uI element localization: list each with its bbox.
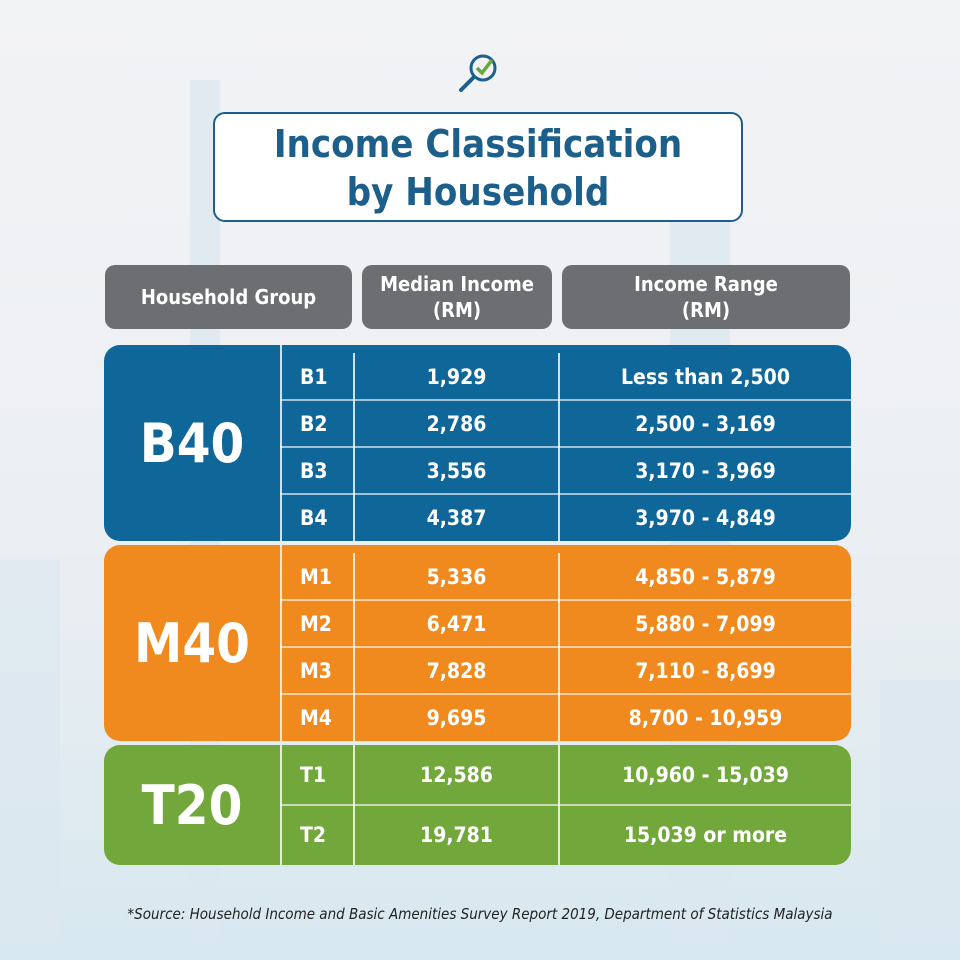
table-row: B2 2,786 2,500 - 3,169 bbox=[280, 400, 851, 447]
row-code: M3 bbox=[280, 647, 355, 694]
row-code: B4 bbox=[280, 494, 355, 541]
row-divider bbox=[280, 599, 851, 601]
row-divider bbox=[280, 646, 851, 648]
header-income-range: Income Range (RM) bbox=[562, 265, 850, 329]
group-m40: M40 M1 5,336 4,850 - 5,879 M2 6,471 5,880 - 7,… bbox=[104, 545, 851, 741]
source-note: *Source: Household Income and Basic Amen… bbox=[127, 905, 833, 923]
table-row: M3 7,828 7,110 - 8,699 bbox=[280, 647, 851, 694]
row-divider bbox=[280, 693, 851, 695]
row-median: 2,786 bbox=[355, 400, 560, 447]
row-code: T1 bbox=[280, 745, 355, 805]
row-range: 10,960 - 15,039 bbox=[622, 763, 789, 787]
row-code: M4 bbox=[280, 694, 355, 741]
row-median: 12,586 bbox=[355, 745, 560, 805]
table-row: M2 6,471 5,880 - 7,099 bbox=[280, 600, 851, 647]
skyline-building bbox=[880, 680, 960, 940]
row-range: Less than 2,500 bbox=[621, 364, 790, 389]
row-median: 5,336 bbox=[355, 553, 560, 600]
row-median: 19,781 bbox=[355, 805, 560, 865]
row-range: 8,700 - 10,959 bbox=[628, 705, 783, 730]
row-divider bbox=[280, 804, 851, 806]
row-range: 4,850 - 5,879 bbox=[635, 564, 776, 589]
row-code: T2 bbox=[280, 805, 355, 865]
row-median: 4,387 bbox=[355, 494, 560, 541]
table-row: T2 19,781 15,039 or more bbox=[280, 805, 851, 865]
table-row: M1 5,336 4,850 - 5,879 bbox=[280, 553, 851, 600]
table-row: T1 12,586 10,960 - 15,039 bbox=[280, 745, 851, 805]
row-range: 3,970 - 4,849 bbox=[635, 505, 776, 530]
row-divider bbox=[280, 399, 851, 401]
title-line-2: by Household bbox=[346, 170, 610, 214]
row-median: 9,695 bbox=[355, 694, 560, 741]
skyline-building bbox=[0, 560, 60, 940]
row-divider bbox=[280, 446, 851, 448]
table-row: B1 1,929 Less than 2,500 bbox=[280, 353, 851, 400]
group-label: T20 bbox=[104, 745, 282, 865]
row-divider bbox=[280, 493, 851, 495]
header-median-income: Median Income (RM) bbox=[362, 265, 552, 329]
row-median: 7,828 bbox=[355, 647, 560, 694]
row-median: 1,929 bbox=[355, 353, 560, 400]
row-range: 15,039 or more bbox=[623, 823, 788, 847]
table-row: B3 3,556 3,170 - 3,969 bbox=[280, 447, 851, 494]
page-title: Income Classification by Household bbox=[213, 112, 743, 222]
magnifier-check-icon bbox=[459, 54, 497, 92]
table-row: M4 9,695 8,700 - 10,959 bbox=[280, 694, 851, 741]
row-code: B2 bbox=[280, 400, 355, 447]
group-label: M40 bbox=[104, 545, 282, 741]
row-range: 5,880 - 7,099 bbox=[635, 611, 776, 636]
group-b40: B40 B1 1,929 Less than 2,500 B2 2,786 2,500 - … bbox=[104, 345, 851, 541]
header-household-group: Household Group bbox=[105, 265, 352, 329]
row-code: M1 bbox=[280, 553, 355, 600]
group-t20: T20 T1 12,586 10,960 - 15,039 T2 19,781 15,039… bbox=[104, 745, 851, 865]
row-range: 3,170 - 3,969 bbox=[635, 458, 776, 483]
row-range: 2,500 - 3,169 bbox=[635, 411, 776, 436]
group-label: B40 bbox=[104, 345, 282, 541]
row-code: B3 bbox=[280, 447, 355, 494]
row-median: 3,556 bbox=[355, 447, 560, 494]
row-code: B1 bbox=[280, 353, 355, 400]
table-row: B4 4,387 3,970 - 4,849 bbox=[280, 494, 851, 541]
title-line-1: Income Classification bbox=[273, 122, 683, 166]
row-median: 6,471 bbox=[355, 600, 560, 647]
row-code: M2 bbox=[280, 600, 355, 647]
row-range: 7,110 - 8,699 bbox=[635, 658, 776, 683]
